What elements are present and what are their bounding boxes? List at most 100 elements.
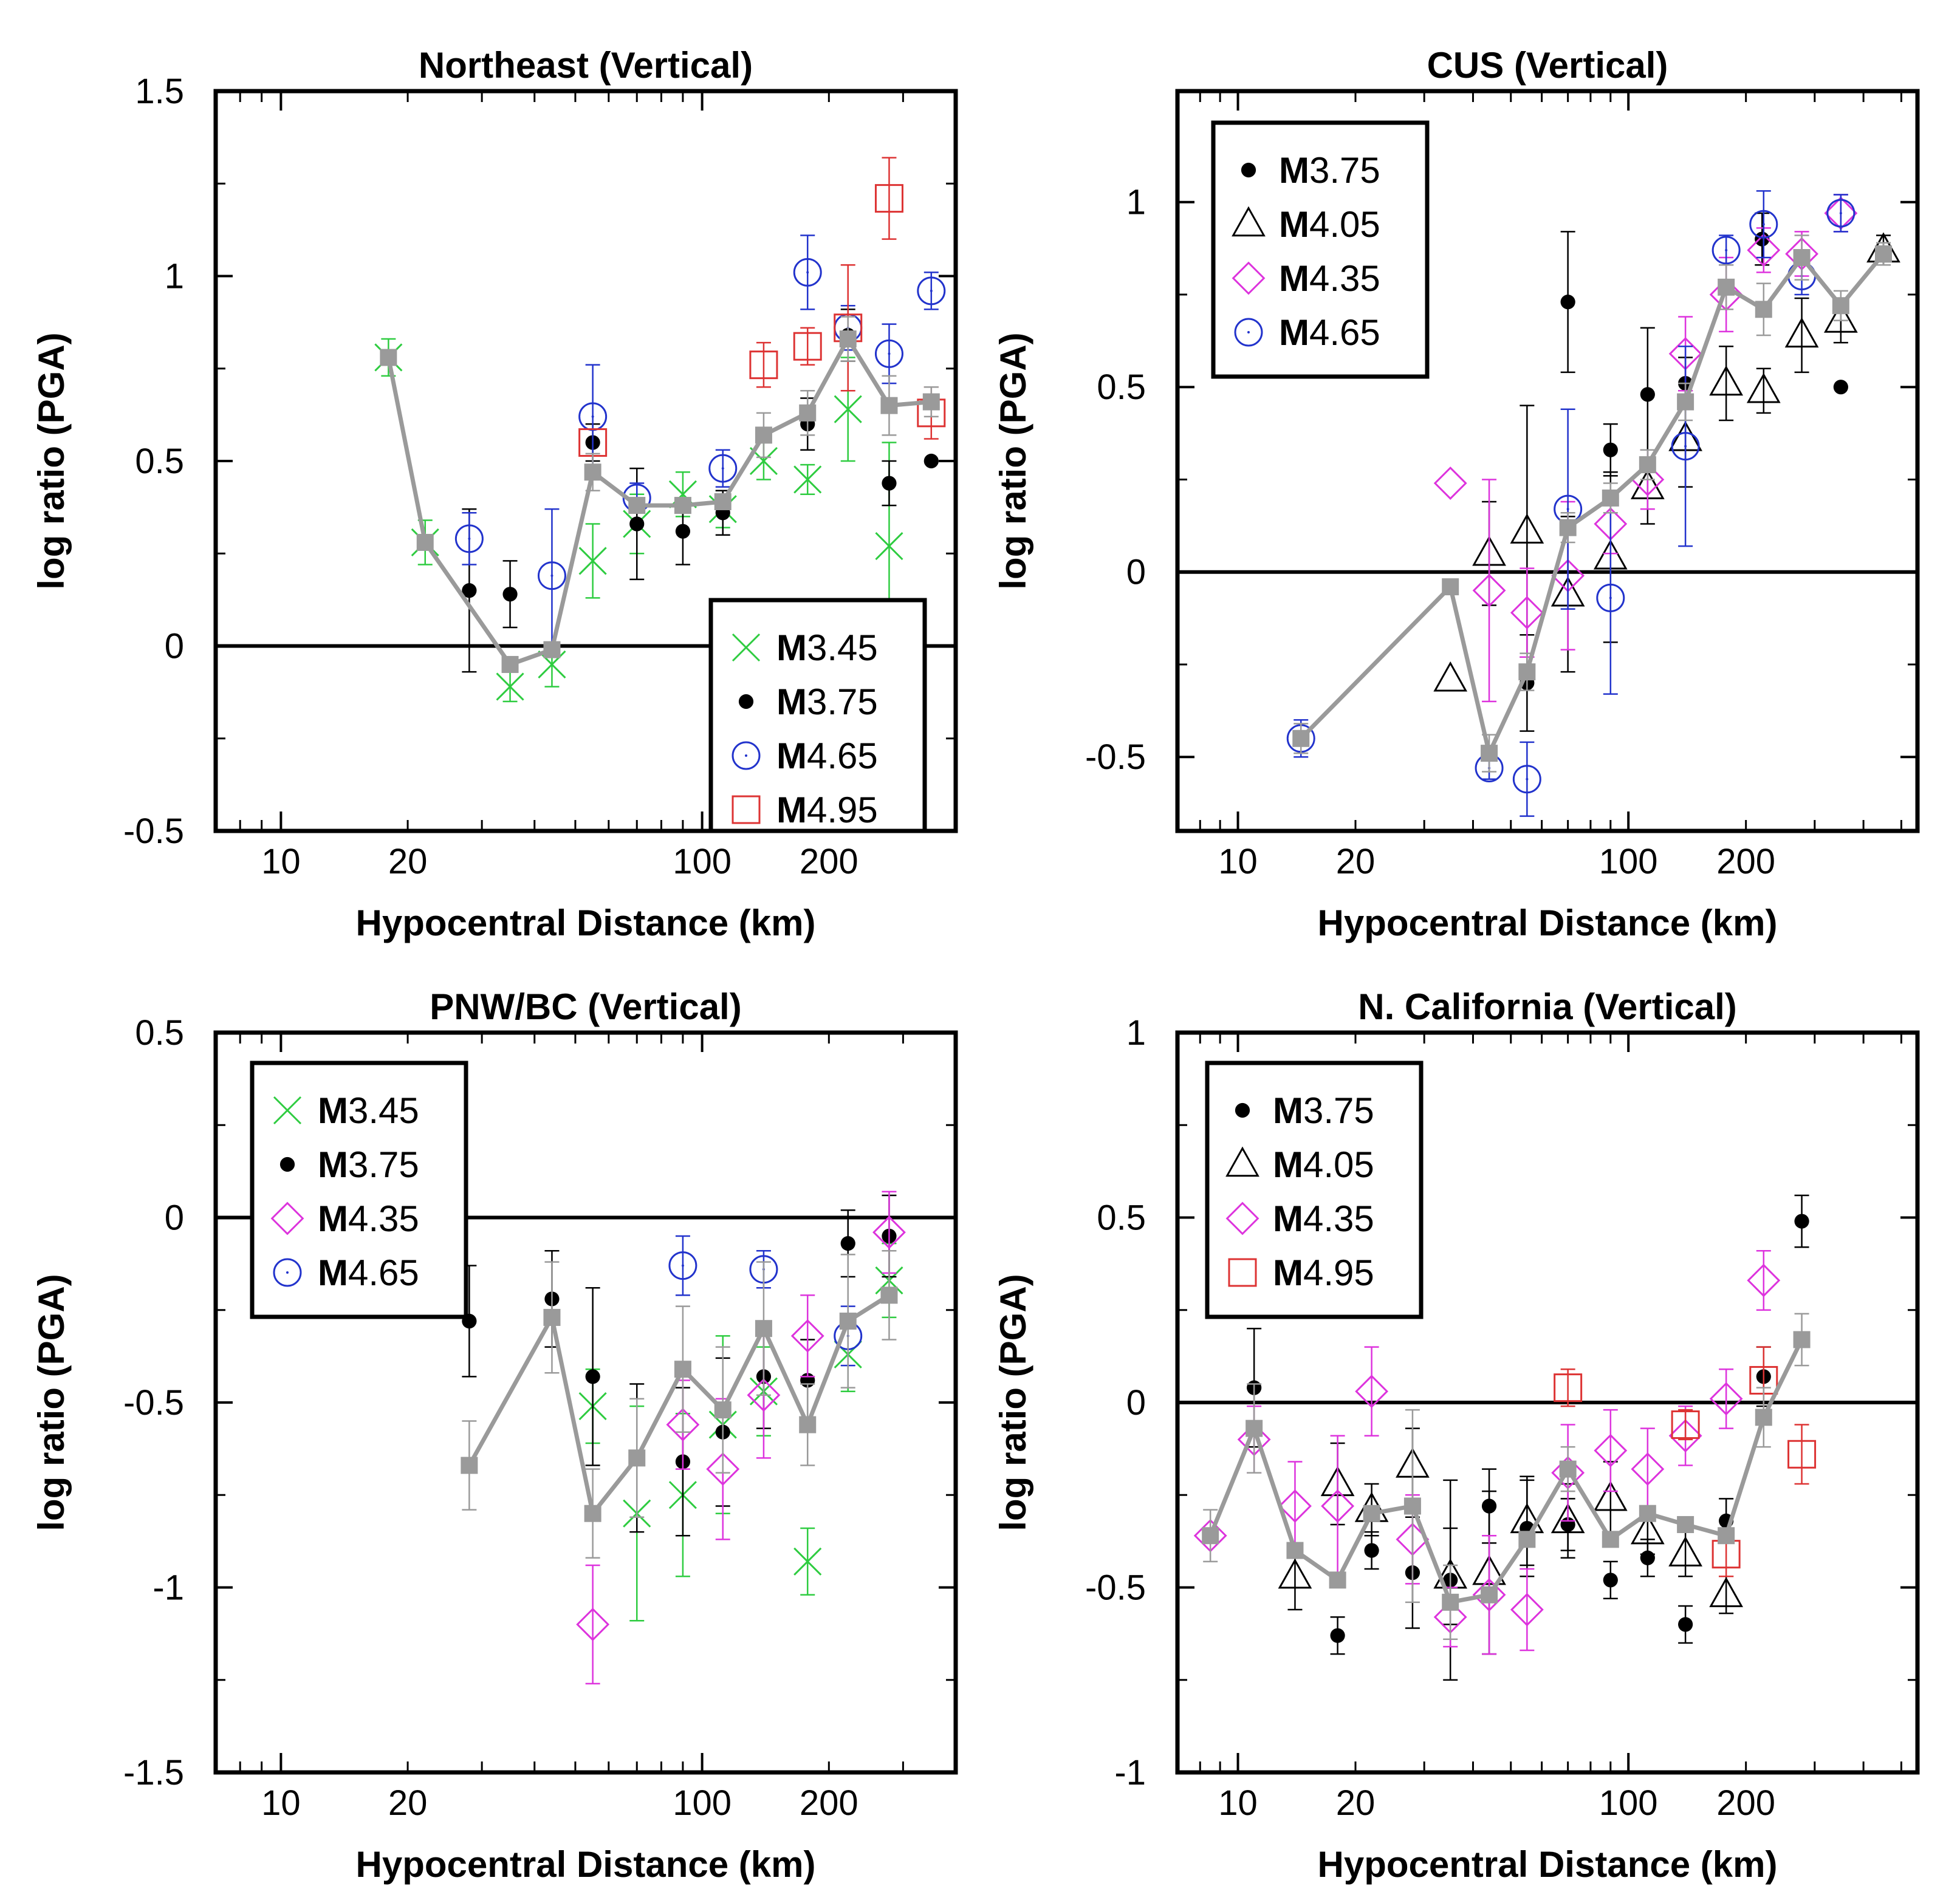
y-axis-title: log ratio (PGA): [993, 332, 1033, 589]
average-point: [1677, 1515, 1694, 1533]
legend-label: M4.95: [776, 790, 878, 830]
chart-panel: Northeast (Vertical) -0.5 0 0.5 1 1.5 10 20 100 2…: [31, 45, 958, 943]
average-point: [1793, 234, 1811, 281]
data-point: [1554, 1368, 1583, 1407]
average-marker: [416, 533, 434, 551]
legend-item: M4.35: [1225, 1198, 1374, 1239]
legend-label: M4.35: [1279, 258, 1380, 299]
average-point: [1292, 723, 1310, 754]
data-point: [1603, 1560, 1618, 1600]
data-point: [793, 327, 822, 366]
legend: M3.45 M3.75 M4.65 M4.95: [708, 598, 927, 833]
average-marker: [1677, 393, 1694, 411]
average-marker: [584, 463, 601, 481]
average-marker: [501, 655, 519, 673]
average-marker: [1639, 1505, 1656, 1522]
data-point: [793, 463, 822, 496]
average-marker: [1403, 1497, 1421, 1515]
average-marker: [1442, 1593, 1459, 1611]
x-axis-title: Hypocentral Distance (km): [1318, 903, 1778, 943]
plot-frame: [213, 89, 958, 833]
legend-item: M4.95: [1228, 1252, 1374, 1293]
average-point: [1442, 1564, 1459, 1641]
data-point: [1826, 194, 1855, 233]
plot-frame: [1175, 89, 1920, 833]
data-point: [1671, 345, 1700, 547]
data-point: [1603, 423, 1618, 477]
average-marker: [628, 1449, 646, 1467]
x-tick-label: 10: [1218, 842, 1258, 881]
average-marker: [1755, 301, 1772, 318]
average-point: [1329, 1571, 1346, 1589]
average-marker: [674, 497, 691, 514]
average-point: [543, 1261, 561, 1374]
y-tick-label: -0.5: [1085, 737, 1146, 777]
average-marker: [922, 393, 940, 411]
average-marker: [1246, 1420, 1263, 1437]
data-point: [462, 508, 477, 673]
average-marker: [755, 1320, 772, 1338]
series-average: [380, 316, 940, 673]
average-marker: [1559, 519, 1577, 536]
x-tick-label: 200: [800, 842, 858, 881]
legend-item: M4.35: [270, 1198, 419, 1239]
average-point: [1481, 734, 1498, 773]
average-marker: [1874, 245, 1892, 262]
average-marker: [1677, 1515, 1694, 1533]
average-point: [584, 453, 601, 491]
data-point: [1472, 479, 1506, 703]
data-point: [1794, 1194, 1809, 1248]
average-marker: [755, 426, 772, 444]
average-point: [1286, 1542, 1304, 1559]
legend-item: M3.75: [738, 682, 878, 722]
data-point: [708, 449, 738, 488]
data-point: [1278, 1461, 1312, 1551]
data-point: [1512, 741, 1541, 817]
average-point: [1602, 1531, 1619, 1548]
average-point: [880, 1250, 898, 1341]
plot-frame: [213, 1030, 958, 1775]
average-marker: [1286, 1542, 1304, 1559]
data-point: [1433, 661, 1468, 692]
data-point: [874, 157, 903, 240]
average-point: [1755, 1387, 1772, 1448]
y-axis-title: log ratio (PGA): [993, 1274, 1033, 1531]
average-point: [674, 497, 691, 514]
data-point: [502, 560, 518, 629]
average-marker: [1559, 1460, 1577, 1478]
y-tick-label: 1: [1126, 1013, 1146, 1053]
y-tick-label: 0: [1126, 1383, 1146, 1423]
average-marker: [584, 1505, 601, 1522]
data-point: [578, 523, 607, 599]
x-tick-label: 200: [800, 1783, 858, 1823]
average-marker: [1639, 456, 1656, 474]
y-tick-label: -0.5: [123, 811, 184, 851]
data-point: [1755, 212, 1770, 266]
legend-label: M3.75: [318, 1144, 419, 1185]
legend-box: [250, 1061, 468, 1319]
average-marker: [799, 404, 817, 422]
average-point: [501, 655, 519, 673]
average-marker: [1602, 1531, 1619, 1548]
data-point: [1433, 466, 1467, 500]
average-marker: [1602, 489, 1619, 507]
average-marker: [1793, 249, 1811, 267]
legend-item: M4.95: [732, 790, 878, 830]
legend: M3.45 M3.75 M4.35 M4.65: [250, 1061, 468, 1319]
average-line: [467, 1293, 891, 1516]
data-point: [917, 272, 946, 310]
legend-label: M3.75: [1273, 1090, 1374, 1131]
series-average: [1292, 234, 1892, 773]
y-tick-label: -1: [152, 1568, 184, 1608]
data-point: [923, 453, 939, 469]
data-point: [585, 1286, 600, 1466]
average-marker: [543, 641, 561, 658]
average-point: [461, 1420, 478, 1511]
legend-label: M3.45: [776, 627, 878, 668]
y-tick-label: 0.5: [135, 442, 184, 481]
data-point: [1355, 1346, 1389, 1437]
average-point: [714, 1346, 732, 1474]
average-marker: [1793, 1331, 1811, 1348]
y-tick-label: -0.5: [123, 1383, 184, 1423]
legend-label: M4.05: [1279, 204, 1380, 245]
